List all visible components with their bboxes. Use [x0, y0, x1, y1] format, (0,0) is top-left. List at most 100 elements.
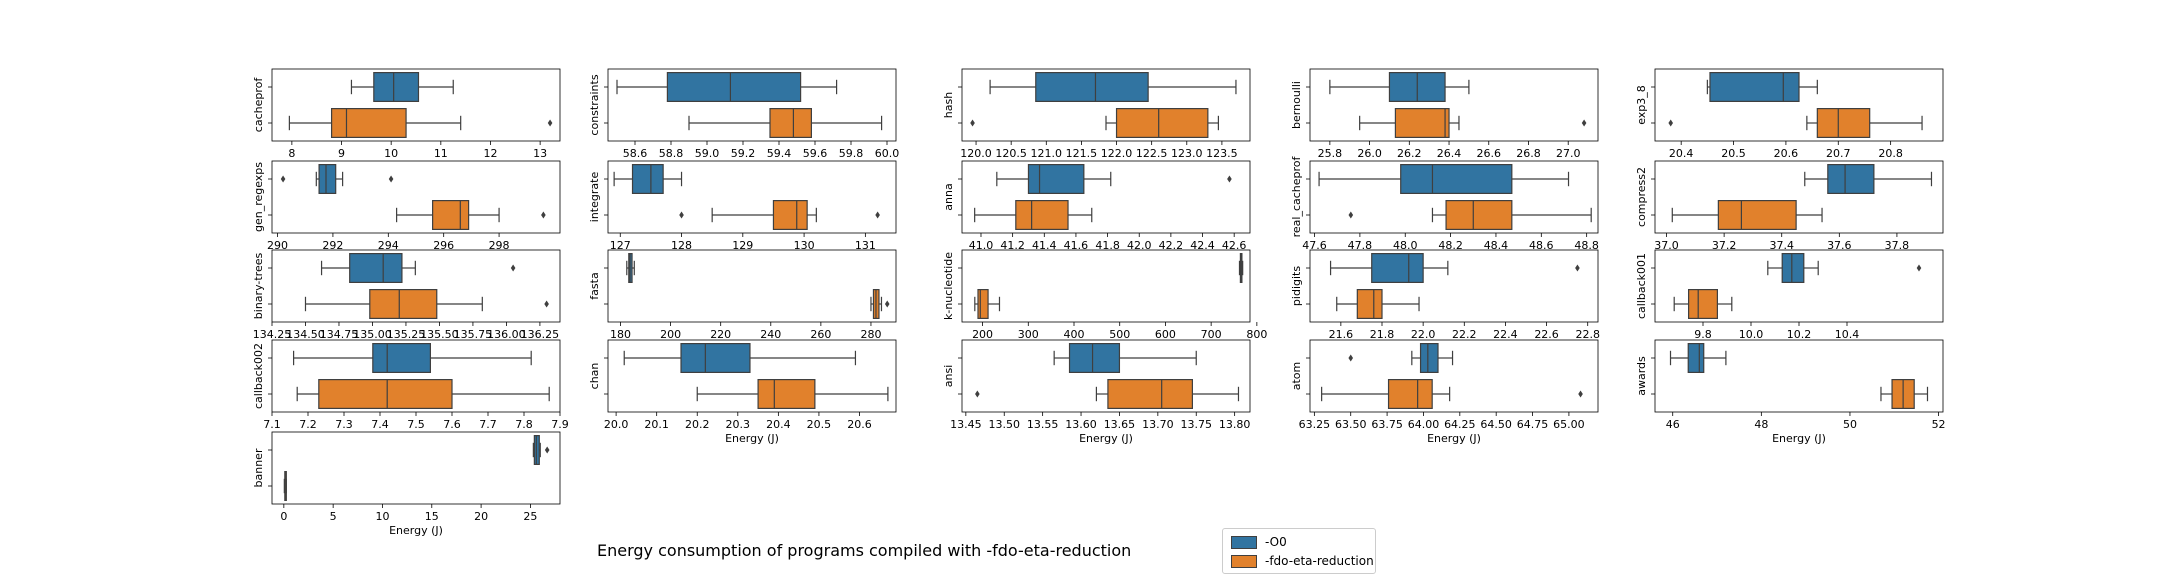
subplot-awards: 46 48 50 52 awards Energy (J) [1635, 339, 1946, 445]
x-tick-label: 280 [860, 328, 881, 341]
x-tick-label: 20.2 [685, 418, 710, 431]
x-tick-label: 7.5 [407, 418, 425, 431]
x-tick-label: 41.6 [1064, 239, 1089, 252]
box-body [1027, 164, 1085, 195]
subplot-exp3_8: 20.4 20.5 20.6 20.7 20.8 exp3_8 [1635, 68, 1944, 160]
x-axis-label: Energy (J) [1427, 432, 1481, 445]
box-body [1068, 343, 1121, 374]
x-tick-label: 22.8 [1575, 328, 1600, 341]
axes-frame [1654, 339, 1944, 413]
box-o0 [532, 435, 550, 466]
x-tick-label: 59.0 [695, 147, 720, 160]
x-tick-label: 20.8 [1878, 147, 1903, 160]
x-tick-label: 20.0 [604, 418, 629, 431]
x-tick-label: 12 [483, 147, 497, 160]
x-tick-label: 13.50 [988, 418, 1020, 431]
y-axis-label: chan [588, 363, 601, 390]
x-tick-label: 7.6 [443, 418, 461, 431]
y-axis-label: constraints [588, 74, 601, 135]
box-o0 [320, 253, 516, 284]
x-tick-label: 63.50 [1335, 418, 1367, 431]
x-tick-label: 41.0 [969, 239, 994, 252]
x-tick-label: 260 [810, 328, 831, 341]
subplot-hash: 120.0 120.5 121.0 121.5 122.0 122.5 123.0 123.5… [942, 68, 1251, 160]
box-eta [870, 289, 890, 320]
x-tick-label: 37.0 [1654, 239, 1679, 252]
subplot-bernoulli: 25.8 26.0 26.2 26.4 26.6 26.8 27.0 bernoulli [1290, 68, 1599, 160]
x-tick-label: 20 [474, 510, 488, 523]
box-o0 [613, 164, 683, 195]
outlier-point [1575, 264, 1580, 272]
x-tick-label: 48 [1754, 418, 1768, 431]
x-tick-label: 42.0 [1127, 239, 1152, 252]
x-tick-label: 26.0 [1357, 147, 1382, 160]
x-tick-label: 9 [338, 147, 345, 160]
x-tick-label: 7.7 [479, 418, 497, 431]
x-tick-label: 25.8 [1318, 147, 1343, 160]
x-tick-label: 7.2 [299, 418, 317, 431]
x-tick-label: 500 [1109, 328, 1130, 341]
x-tick-label: 121.5 [1066, 147, 1098, 160]
box-o0 [1053, 343, 1197, 374]
outlier-point [970, 119, 975, 127]
axes-frame [1309, 160, 1599, 234]
x-tick-label: 134.25 [253, 328, 292, 341]
x-tick-label: 59.6 [803, 147, 828, 160]
x-tick-label: 13.45 [950, 418, 982, 431]
x-tick-label: 7.3 [335, 418, 353, 431]
subplot-ansi: 13.45 13.50 13.55 13.60 13.65 13.70 13.75 13.80… [942, 339, 1251, 445]
box-o0 [1767, 253, 1922, 284]
x-tick-label: 20.3 [726, 418, 751, 431]
box-eta [296, 379, 550, 410]
x-tick-label: 298 [489, 239, 510, 252]
box-body [977, 289, 989, 320]
x-tick-label: 10.2 [1787, 328, 1812, 341]
box-eta [688, 107, 883, 138]
x-tick-label: 59.8 [839, 147, 864, 160]
subplot-fasta: 180 200 220 240 260 280 fasta [588, 249, 897, 341]
x-tick-label: 13.70 [1142, 418, 1174, 431]
y-axis-label: k-nucleotide [942, 252, 955, 320]
x-tick-label: 21.6 [1329, 328, 1354, 341]
subplot-k-nucleotide: 200 300 400 500 600 700 800 k-nucleotide [942, 249, 1267, 341]
x-tick-label: 13.55 [1027, 418, 1059, 431]
x-tick-label: 65.00 [1553, 418, 1585, 431]
x-tick-label: 42.4 [1190, 239, 1215, 252]
subplot-atom: 63.25 63.50 63.75 64.00 64.25 64.50 64.75 65.00… [1290, 339, 1599, 445]
x-tick-label: 294 [378, 239, 399, 252]
x-tick-label: 37.8 [1885, 239, 1910, 252]
x-tick-label: 20.5 [1721, 147, 1746, 160]
x-tick-label: 13.65 [1104, 418, 1136, 431]
axes-frame [1654, 68, 1944, 142]
box-eta [288, 107, 553, 138]
box-eta [1321, 379, 1583, 410]
x-tick-label: 48.2 [1438, 239, 1463, 252]
x-tick-label: 47.8 [1348, 239, 1373, 252]
box-body [680, 343, 751, 374]
box-o0 [626, 253, 635, 284]
axes-frame [1309, 339, 1599, 413]
outlier-point [1581, 119, 1587, 127]
x-tick-label: 123.5 [1206, 147, 1238, 160]
outlier-point [1668, 119, 1674, 127]
x-tick-label: 134.75 [320, 328, 359, 341]
x-tick-label: 122.0 [1101, 147, 1133, 160]
x-tick-label: 700 [1201, 328, 1222, 341]
axes-frame [1309, 249, 1599, 323]
x-tick-label: 128 [671, 239, 692, 252]
axes-frame [271, 249, 561, 323]
x-tick-label: 120.5 [995, 147, 1027, 160]
y-axis-label: pidigits [1290, 266, 1303, 306]
outlier-point [679, 211, 684, 219]
box-body [330, 107, 407, 138]
x-tick-label: 20.4 [1669, 147, 1694, 160]
axes-frame [961, 339, 1251, 413]
subplot-constraints: 58.6 58.8 59.0 59.2 59.4 59.6 59.8 60.0 constrai… [588, 68, 899, 160]
x-tick-label: 10 [375, 510, 389, 523]
legend: -O0 -fdo-eta-reduction [1222, 528, 1376, 574]
subplot-callback002: 7.1 7.2 7.3 7.4 7.5 7.6 7.7 7.8 7.9 callback002 [252, 339, 569, 431]
x-tick-label: 37.6 [1827, 239, 1852, 252]
outlier-point [544, 446, 550, 454]
legend-label-eta: -fdo-eta-reduction [1265, 554, 1374, 568]
box-body [1115, 107, 1209, 138]
